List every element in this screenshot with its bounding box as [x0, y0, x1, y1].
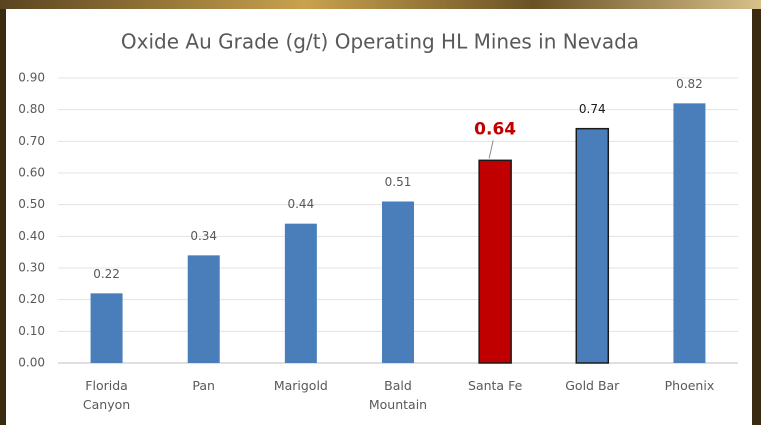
bar [673, 103, 705, 363]
value-label: 0.74 [579, 102, 606, 116]
leader-line [489, 140, 493, 158]
chart: Oxide Au Grade (g/t) Operating HL Mines … [0, 0, 761, 425]
y-tick-label: 0.20 [18, 292, 45, 306]
chart-title: Oxide Au Grade (g/t) Operating HL Mines … [121, 30, 639, 54]
x-tick-label: Pan [164, 376, 244, 395]
y-tick-label: 0.40 [18, 229, 45, 243]
y-tick-label: 0.90 [18, 71, 45, 85]
value-label: 0.44 [287, 197, 314, 211]
y-tick-label: 0.30 [18, 261, 45, 275]
x-tick-label: Phoenix [649, 376, 729, 395]
bar [382, 202, 414, 364]
value-label: 0.22 [93, 267, 120, 281]
y-tick-label: 0.60 [18, 166, 45, 180]
y-tick-label: 0.10 [18, 324, 45, 338]
bar [188, 255, 220, 363]
bar [479, 160, 511, 363]
value-label: 0.82 [676, 77, 703, 91]
value-label: 0.51 [385, 175, 412, 189]
x-tick-label: Bald Mountain [358, 376, 438, 414]
value-label: 0.34 [190, 229, 217, 243]
bar [576, 129, 608, 363]
screenshot: Oxide Au Grade (g/t) Operating HL Mines … [0, 0, 761, 425]
y-tick-label: 0.50 [18, 197, 45, 211]
y-tick-label: 0.00 [18, 356, 45, 370]
value-label: 0.64 [474, 119, 516, 139]
bar [285, 224, 317, 363]
x-tick-label: Gold Bar [552, 376, 632, 395]
y-tick-label: 0.70 [18, 134, 45, 148]
x-tick-label: Santa Fe [455, 376, 535, 395]
bar [91, 293, 123, 363]
x-tick-label: Florida Canyon [67, 376, 147, 414]
y-tick-label: 0.80 [18, 102, 45, 116]
x-tick-label: Marigold [261, 376, 341, 395]
